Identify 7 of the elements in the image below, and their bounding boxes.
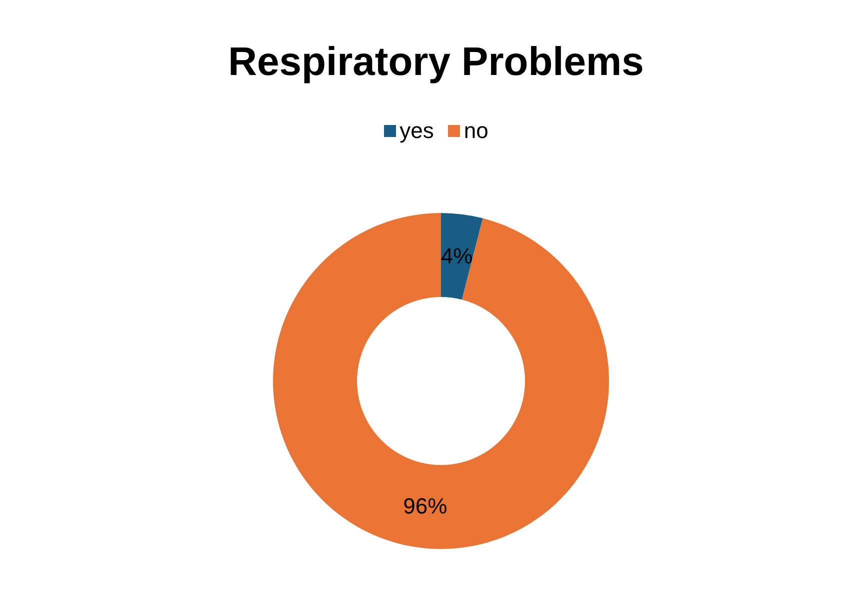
data-label: 4%	[440, 243, 473, 268]
legend-label: yes	[400, 118, 434, 144]
donut-slice	[441, 213, 483, 300]
data-label: 96%	[403, 494, 448, 519]
chart-title: Respiratory Problems	[227, 40, 645, 85]
donut-slice	[273, 213, 609, 549]
legend-label: no	[464, 118, 488, 144]
